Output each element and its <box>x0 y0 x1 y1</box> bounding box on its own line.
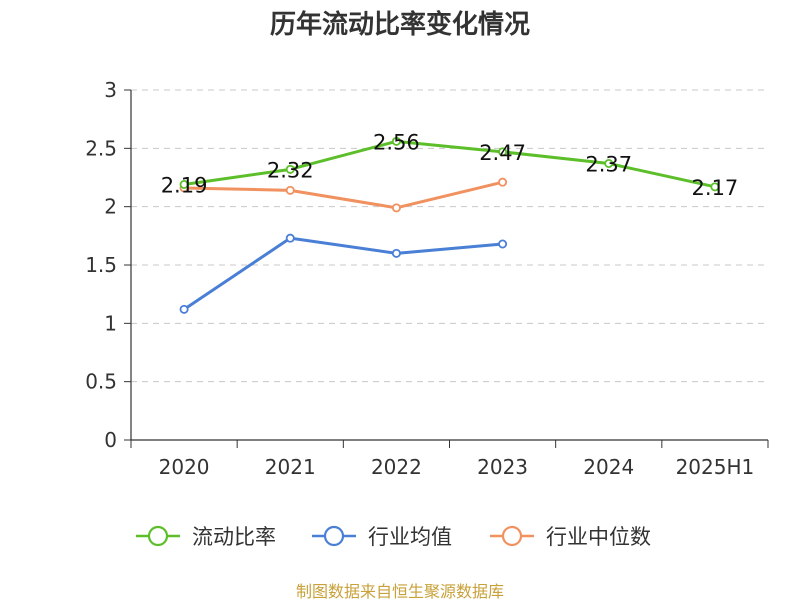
data-label: 2.17 <box>692 176 739 200</box>
data-point[interactable] <box>498 147 508 157</box>
legend-marker <box>147 525 169 547</box>
x-tick-label: 2025H1 <box>676 455 755 479</box>
series-line <box>184 180 503 210</box>
legend-marker <box>323 525 345 547</box>
legend-label[interactable]: 行业中位数 <box>546 525 651 549</box>
y-tick-label: 0 <box>104 428 117 452</box>
x-tick-label: 2022 <box>371 455 422 479</box>
data-point[interactable] <box>391 248 401 258</box>
data-label: 2.47 <box>479 141 526 165</box>
data-label: 2.56 <box>373 130 420 154</box>
y-tick-label: 3 <box>104 78 117 102</box>
data-point[interactable] <box>710 182 720 192</box>
y-tick-label: 1 <box>104 311 117 335</box>
chart-title: 历年流动比率变化情况 <box>269 10 530 40</box>
source-note: 制图数据来自恒生聚源数据库 <box>295 582 504 601</box>
x-tick-label: 2021 <box>265 455 316 479</box>
y-tick-label: 0.5 <box>85 370 117 394</box>
data-point[interactable] <box>498 177 508 187</box>
legend-label[interactable]: 流动比率 <box>192 525 276 549</box>
data-label: 2.32 <box>267 158 314 182</box>
x-tick-label: 2020 <box>159 455 210 479</box>
data-point[interactable] <box>498 239 508 249</box>
data-point[interactable] <box>179 304 189 314</box>
data-point[interactable] <box>285 185 295 195</box>
series-line <box>183 139 716 189</box>
data-point[interactable] <box>285 164 295 174</box>
y-tick-label: 2 <box>104 195 117 219</box>
y-tick-label: 2.5 <box>85 136 117 160</box>
data-point[interactable] <box>391 136 401 146</box>
data-label: 2.37 <box>585 153 632 177</box>
x-tick-label: 2024 <box>583 455 634 479</box>
legend-label[interactable]: 行业均值 <box>368 525 452 549</box>
x-tick-label: 2023 <box>477 455 528 479</box>
data-point[interactable] <box>179 179 189 189</box>
legend-marker <box>501 525 523 547</box>
data-point[interactable] <box>391 203 401 213</box>
data-point[interactable] <box>285 233 295 243</box>
data-point[interactable] <box>604 158 614 168</box>
y-tick-label: 1.5 <box>85 253 117 277</box>
series-line <box>183 236 503 311</box>
data-label: 2.19 <box>161 174 208 198</box>
